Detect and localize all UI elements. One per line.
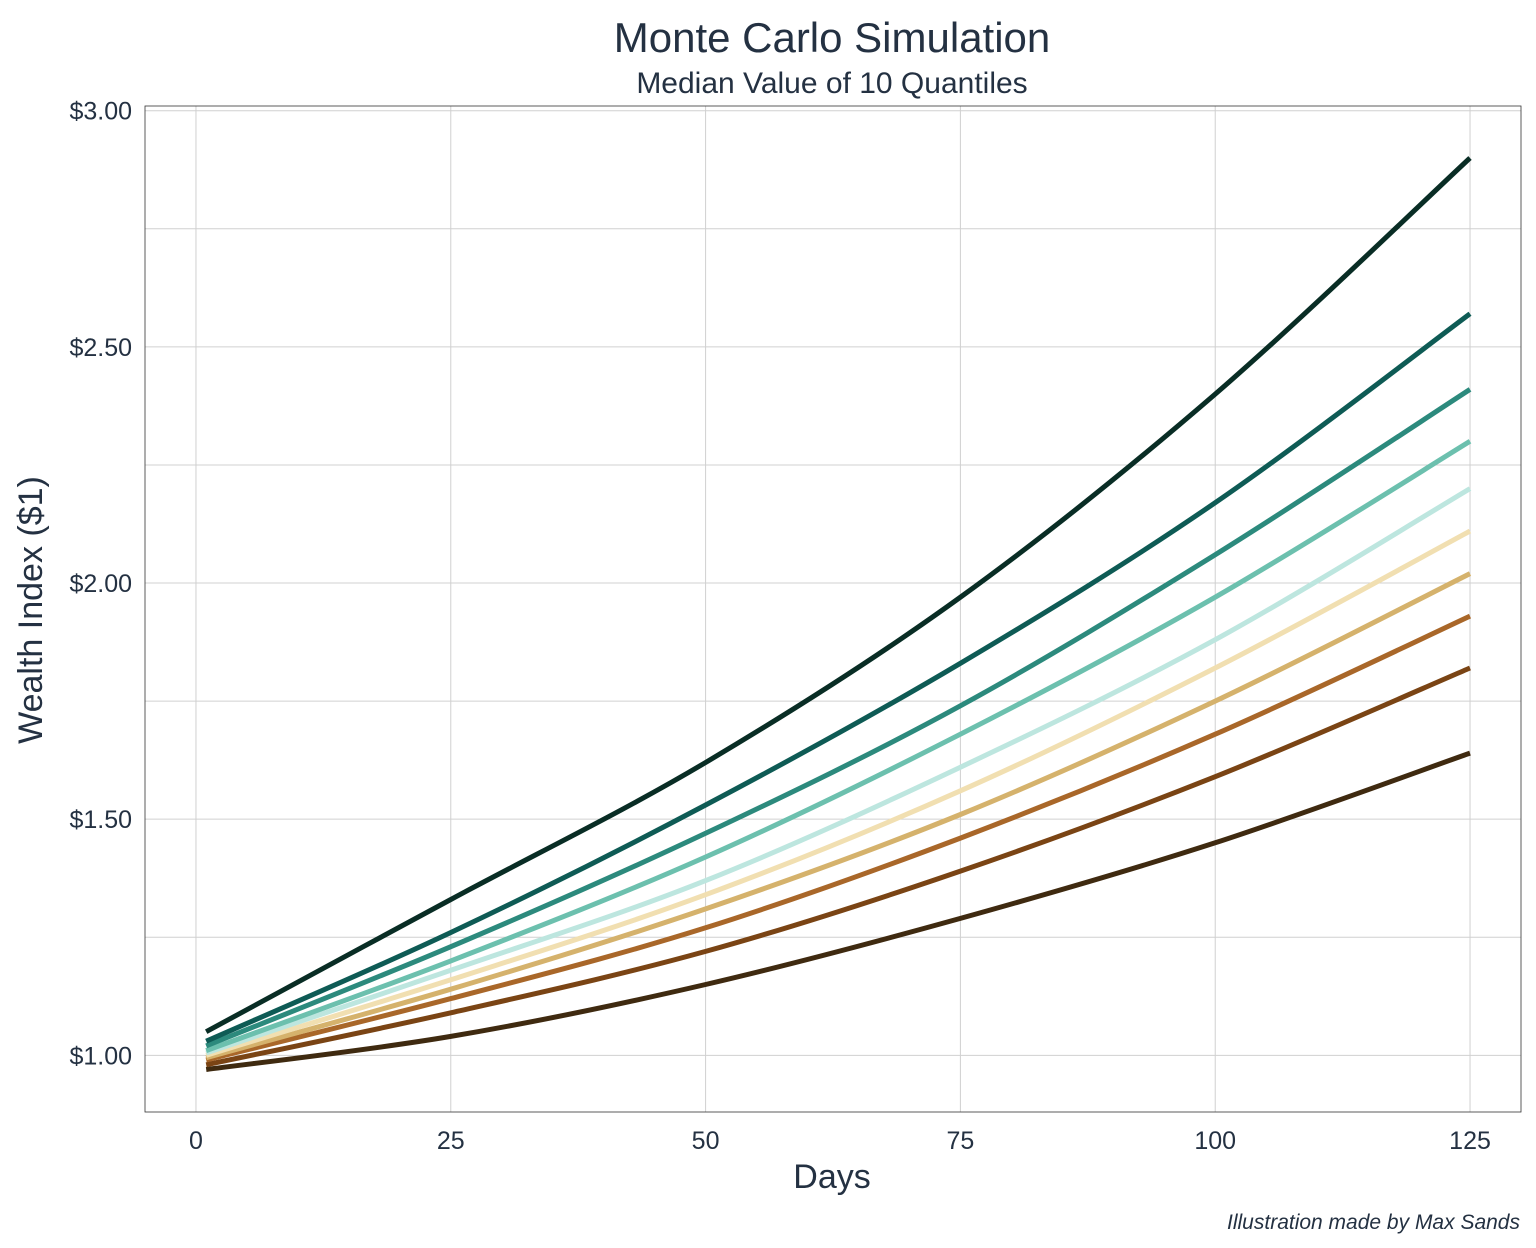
series-lines	[205, 156, 1472, 1072]
y-axis-title: Wealth Index ($1)	[12, 476, 50, 744]
quantile-line-9	[205, 311, 1472, 1044]
quantile-line-10	[205, 156, 1472, 1034]
x-tick-label: 75	[947, 1127, 975, 1155]
quantile-line-8	[205, 387, 1472, 1049]
grid-lines	[145, 106, 1521, 1112]
y-tick-label: $1.50	[69, 806, 132, 834]
x-tick-label: 125	[1449, 1127, 1491, 1155]
x-tick-label: 25	[437, 1127, 465, 1155]
panel-border	[144, 105, 1522, 1113]
quantile-line-2	[205, 665, 1471, 1068]
quantile-line-6	[205, 486, 1472, 1056]
quantile-line-5	[205, 528, 1472, 1058]
plot-panel	[144, 105, 1522, 1113]
y-axis-ticks: $1.00 $1.50 $2.00 $2.50 $3.00	[69, 98, 132, 1071]
x-tick-label: 0	[189, 1127, 203, 1155]
quantile-line-7	[205, 439, 1472, 1053]
x-axis-ticks: 0 25 50 75 100 125	[189, 1127, 1491, 1155]
quantile-line-1	[205, 750, 1471, 1072]
y-tick-label: $2.50	[69, 334, 132, 362]
chart-title: Monte Carlo Simulation	[614, 14, 1051, 61]
y-tick-label: $1.00	[69, 1042, 132, 1070]
quantile-line-4	[205, 571, 1472, 1061]
y-tick-label: $2.00	[69, 570, 132, 598]
quantile-line-3	[205, 613, 1472, 1063]
y-tick-label: $3.00	[69, 98, 132, 126]
x-axis-title: Days	[793, 1158, 870, 1196]
chart-caption: Illustration made by Max Sands	[1227, 1211, 1520, 1234]
x-tick-label: 100	[1194, 1127, 1236, 1155]
chart-subtitle: Median Value of 10 Quantiles	[636, 67, 1027, 100]
x-tick-label: 50	[692, 1127, 720, 1155]
